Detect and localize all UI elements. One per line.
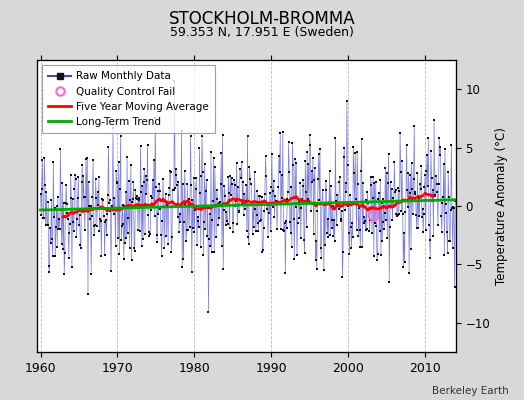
Text: Berkeley Earth: Berkeley Earth bbox=[432, 386, 508, 396]
Y-axis label: Temperature Anomaly (°C): Temperature Anomaly (°C) bbox=[495, 127, 508, 285]
Text: 59.353 N, 17.951 E (Sweden): 59.353 N, 17.951 E (Sweden) bbox=[170, 26, 354, 39]
Legend: Raw Monthly Data, Quality Control Fail, Five Year Moving Average, Long-Term Tren: Raw Monthly Data, Quality Control Fail, … bbox=[42, 65, 215, 133]
Text: STOCKHOLM-BROMMA: STOCKHOLM-BROMMA bbox=[169, 10, 355, 28]
